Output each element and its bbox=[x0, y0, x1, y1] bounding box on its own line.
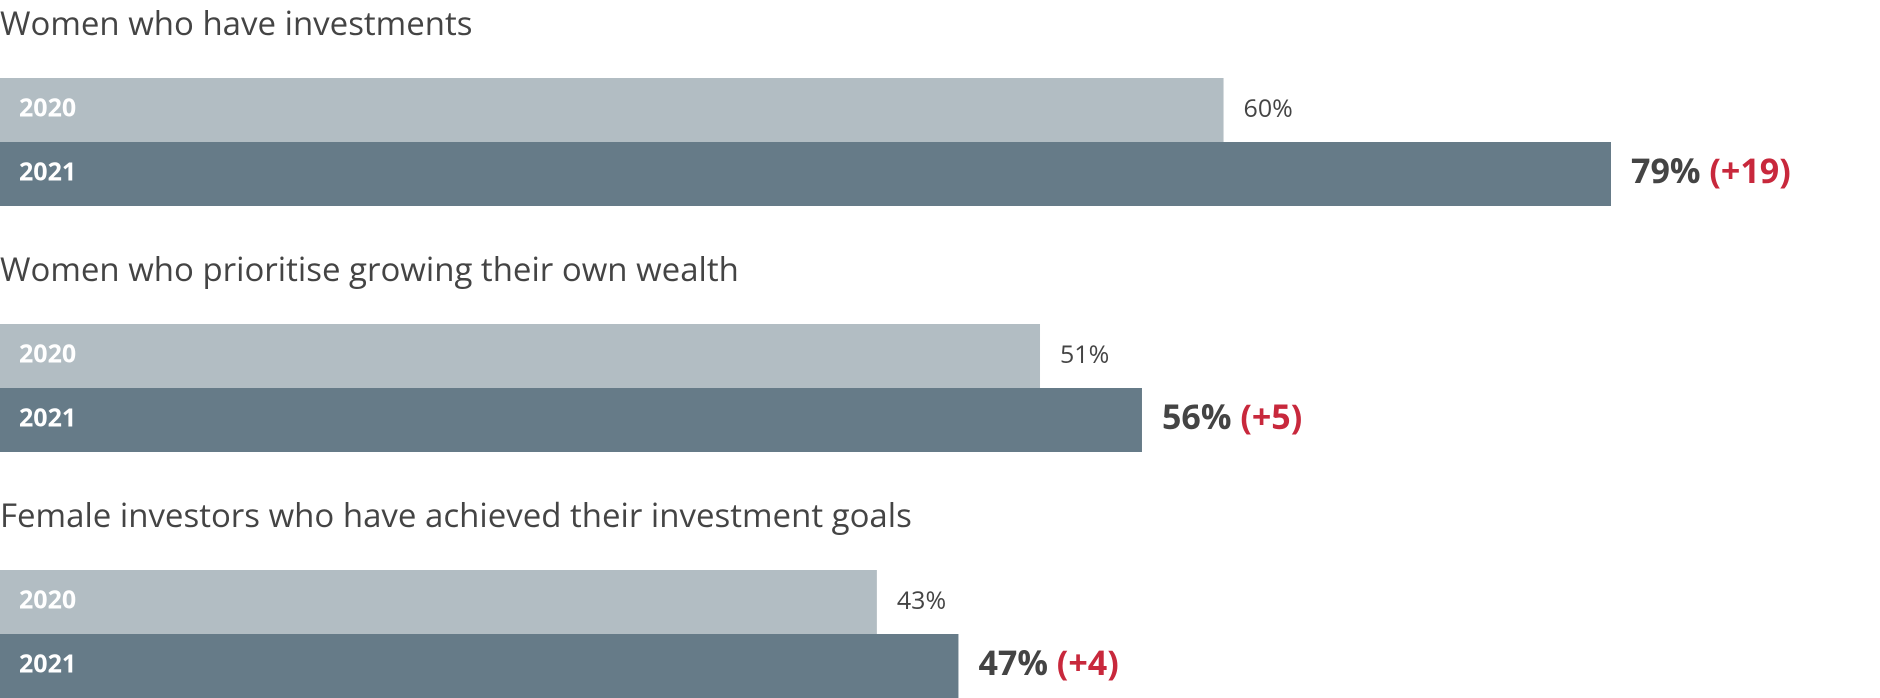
value-label: 43% bbox=[897, 583, 946, 617]
bar bbox=[0, 634, 959, 698]
value-label: 60% bbox=[1244, 91, 1293, 125]
value-label-text: 47% bbox=[978, 639, 1048, 685]
chart-title: Women who have investments bbox=[0, 0, 473, 45]
bar bbox=[0, 78, 1224, 142]
category-label: 2020 bbox=[19, 337, 76, 371]
bar bbox=[0, 142, 1611, 206]
value-label-text: 43% bbox=[897, 583, 946, 617]
value-label: 79% (+19) bbox=[1631, 147, 1791, 193]
category-label: 2021 bbox=[19, 155, 76, 189]
chart-title: Women who prioritise growing their own w… bbox=[0, 246, 739, 291]
change-annotation: (+19) bbox=[1709, 147, 1790, 193]
category-label: 2020 bbox=[19, 91, 76, 125]
category-label: 2021 bbox=[19, 401, 76, 435]
chart-title: Female investors who have achieved their… bbox=[0, 492, 912, 537]
value-label-text: 79% bbox=[1631, 147, 1701, 193]
change-annotation: (+5) bbox=[1240, 393, 1302, 439]
value-label: 51% bbox=[1060, 337, 1109, 371]
spacer bbox=[1701, 147, 1710, 193]
bar bbox=[0, 388, 1142, 452]
value-label: 47% (+4) bbox=[978, 639, 1118, 685]
spacer bbox=[1231, 393, 1240, 439]
category-label: 2020 bbox=[19, 583, 76, 617]
value-label: 56% (+5) bbox=[1162, 393, 1302, 439]
category-label: 2021 bbox=[19, 647, 76, 681]
bar bbox=[0, 570, 877, 634]
spacer bbox=[1048, 639, 1057, 685]
bar bbox=[0, 324, 1041, 388]
change-annotation: (+4) bbox=[1057, 639, 1119, 685]
value-label-text: 60% bbox=[1244, 91, 1293, 125]
value-label-text: 56% bbox=[1162, 393, 1232, 439]
value-label-text: 51% bbox=[1060, 337, 1109, 371]
